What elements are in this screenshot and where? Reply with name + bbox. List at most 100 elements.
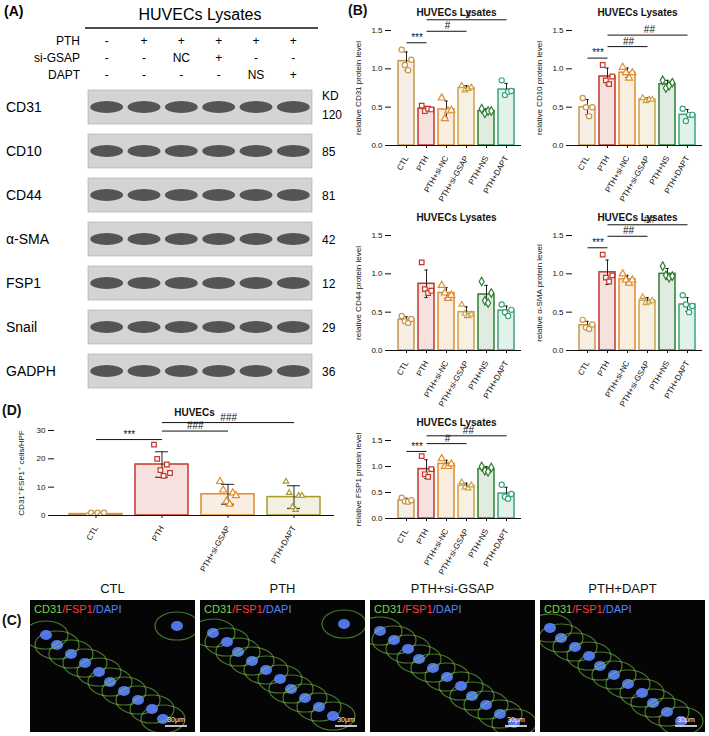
svg-text:relative CD31 protein level: relative CD31 protein level bbox=[354, 41, 363, 135]
svg-text:CD31⁺FSP1⁺ cells/HPF: CD31⁺FSP1⁺ cells/HPF bbox=[17, 430, 26, 515]
svg-text:PTH+si-GSAP: PTH+si-GSAP bbox=[437, 154, 470, 203]
svg-text:+: + bbox=[178, 34, 185, 48]
svg-text:81: 81 bbox=[322, 189, 336, 203]
svg-text:CD31/FSP1/DAPI: CD31/FSP1/DAPI bbox=[204, 603, 291, 615]
svg-text:HUVECs Lysates: HUVECs Lysates bbox=[597, 7, 678, 18]
svg-text:PTH+si-GSAP: PTH+si-GSAP bbox=[618, 154, 651, 203]
svg-text:120: 120 bbox=[322, 108, 342, 122]
svg-text:CD31/FSP1/DAPI: CD31/FSP1/DAPI bbox=[544, 603, 631, 615]
svg-text:***: *** bbox=[592, 47, 604, 58]
svg-text:0: 0 bbox=[41, 511, 46, 520]
svg-text:PTH+DAPT: PTH+DAPT bbox=[482, 527, 511, 568]
svg-text:HUVECs Lysates: HUVECs Lysates bbox=[416, 212, 497, 223]
svg-text:CTL: CTL bbox=[85, 524, 101, 542]
svg-text:***: *** bbox=[411, 32, 423, 43]
svg-text:α-SMA: α-SMA bbox=[6, 231, 50, 247]
svg-text:CTL: CTL bbox=[395, 154, 411, 172]
svg-text:0.5: 0.5 bbox=[371, 308, 383, 317]
svg-text:+: + bbox=[215, 34, 222, 48]
svg-text:relative CD10 protein level: relative CD10 protein level bbox=[535, 41, 544, 135]
svg-text:PTH+DAPT: PTH+DAPT bbox=[663, 154, 692, 195]
svg-text:1.0: 1.0 bbox=[552, 269, 564, 278]
svg-text:HUVECs: HUVECs bbox=[174, 407, 215, 418]
svg-text:###: ### bbox=[187, 420, 204, 431]
svg-text:0.5: 0.5 bbox=[552, 308, 564, 317]
svg-text:0.0: 0.0 bbox=[552, 141, 564, 150]
svg-text:PTH: PTH bbox=[415, 359, 431, 378]
svg-text:(A): (A) bbox=[4, 3, 23, 19]
svg-text:+: + bbox=[290, 68, 297, 82]
svg-text:0.0: 0.0 bbox=[371, 346, 383, 355]
svg-text:CTL: CTL bbox=[576, 359, 592, 377]
svg-text:PTH+si-GSAP: PTH+si-GSAP bbox=[198, 524, 231, 573]
svg-text:+: + bbox=[140, 34, 147, 48]
svg-text:PTH: PTH bbox=[596, 154, 612, 173]
svg-text:0.0: 0.0 bbox=[552, 346, 564, 355]
svg-text:PTH+si-GSAP: PTH+si-GSAP bbox=[618, 359, 651, 408]
svg-text:CTL: CTL bbox=[395, 359, 411, 377]
svg-text:CTL: CTL bbox=[395, 527, 411, 545]
svg-text:***: *** bbox=[411, 441, 423, 452]
svg-text:-: - bbox=[254, 51, 258, 65]
svg-text:+: + bbox=[290, 34, 297, 48]
svg-text:30μm: 30μm bbox=[677, 716, 695, 724]
svg-text:relative α-SMA protein level: relative α-SMA protein level bbox=[535, 244, 544, 342]
svg-text:1.5: 1.5 bbox=[552, 26, 564, 35]
svg-text:1.5: 1.5 bbox=[371, 26, 383, 35]
svg-text:1.5: 1.5 bbox=[371, 436, 383, 445]
svg-text:85: 85 bbox=[322, 145, 336, 159]
svg-text:-: - bbox=[142, 51, 146, 65]
svg-text:relative CD44 protein level: relative CD44 protein level bbox=[354, 246, 363, 340]
svg-text:NC: NC bbox=[173, 51, 191, 65]
svg-text:##: ## bbox=[623, 225, 635, 236]
svg-text:CD31: CD31 bbox=[6, 99, 42, 115]
svg-text:GADPH: GADPH bbox=[6, 363, 56, 379]
svg-text:CD31/FSP1/DAPI: CD31/FSP1/DAPI bbox=[34, 603, 121, 615]
svg-text:CTL: CTL bbox=[576, 154, 592, 172]
svg-text:PTH+si-GSAP: PTH+si-GSAP bbox=[437, 359, 470, 408]
svg-text:-: - bbox=[105, 51, 109, 65]
svg-text:12: 12 bbox=[322, 277, 336, 291]
svg-text:-: - bbox=[291, 51, 295, 65]
svg-text:NS: NS bbox=[248, 68, 265, 82]
svg-text:1.0: 1.0 bbox=[552, 64, 564, 73]
svg-text:-: - bbox=[142, 68, 146, 82]
svg-text:1.0: 1.0 bbox=[371, 64, 383, 73]
svg-text:***: *** bbox=[592, 237, 604, 248]
svg-text:HUVECs Lysates: HUVECs Lysates bbox=[139, 6, 262, 23]
svg-text:0.5: 0.5 bbox=[371, 488, 383, 497]
svg-text:##: ## bbox=[644, 24, 656, 35]
svg-text:+: + bbox=[252, 34, 259, 48]
svg-text:***: *** bbox=[123, 429, 135, 440]
svg-text:##: ## bbox=[623, 36, 635, 47]
svg-text:PTH+DAPT: PTH+DAPT bbox=[482, 154, 511, 195]
svg-text:-: - bbox=[217, 68, 221, 82]
svg-text:1.0: 1.0 bbox=[371, 269, 383, 278]
svg-text:###: ### bbox=[220, 412, 237, 423]
svg-text:0.5: 0.5 bbox=[371, 103, 383, 112]
svg-text:#: # bbox=[445, 433, 451, 444]
svg-text:relative FSP1 protein level: relative FSP1 protein level bbox=[354, 433, 363, 527]
svg-text:36: 36 bbox=[322, 365, 336, 379]
svg-text:1.5: 1.5 bbox=[552, 231, 564, 240]
svg-text:30: 30 bbox=[37, 426, 46, 435]
svg-text:PTH: PTH bbox=[596, 359, 612, 378]
svg-text:30μm: 30μm bbox=[507, 716, 525, 724]
svg-text:PTH: PTH bbox=[415, 154, 431, 173]
svg-text:PTH: PTH bbox=[56, 34, 80, 48]
svg-text:PTH+DAPT: PTH+DAPT bbox=[482, 359, 511, 400]
svg-text:-: - bbox=[105, 34, 109, 48]
svg-text:PTH: PTH bbox=[150, 524, 166, 543]
svg-text:30μm: 30μm bbox=[167, 716, 185, 724]
svg-text:1.0: 1.0 bbox=[371, 462, 383, 471]
svg-text:0.0: 0.0 bbox=[371, 514, 383, 523]
svg-text:0.0: 0.0 bbox=[371, 141, 383, 150]
svg-text:+: + bbox=[215, 51, 222, 65]
svg-text:DAPT: DAPT bbox=[48, 68, 81, 82]
svg-text:HUVECs Lysates: HUVECs Lysates bbox=[597, 212, 678, 223]
svg-text:CD10: CD10 bbox=[6, 143, 42, 159]
svg-text:PTH+si-GSAP: PTH+si-GSAP bbox=[437, 527, 470, 576]
svg-text:CD31/FSP1/DAPI: CD31/FSP1/DAPI bbox=[374, 603, 461, 615]
svg-text:PTH+DAPT: PTH+DAPT bbox=[663, 359, 692, 400]
svg-text:CD44: CD44 bbox=[6, 187, 42, 203]
